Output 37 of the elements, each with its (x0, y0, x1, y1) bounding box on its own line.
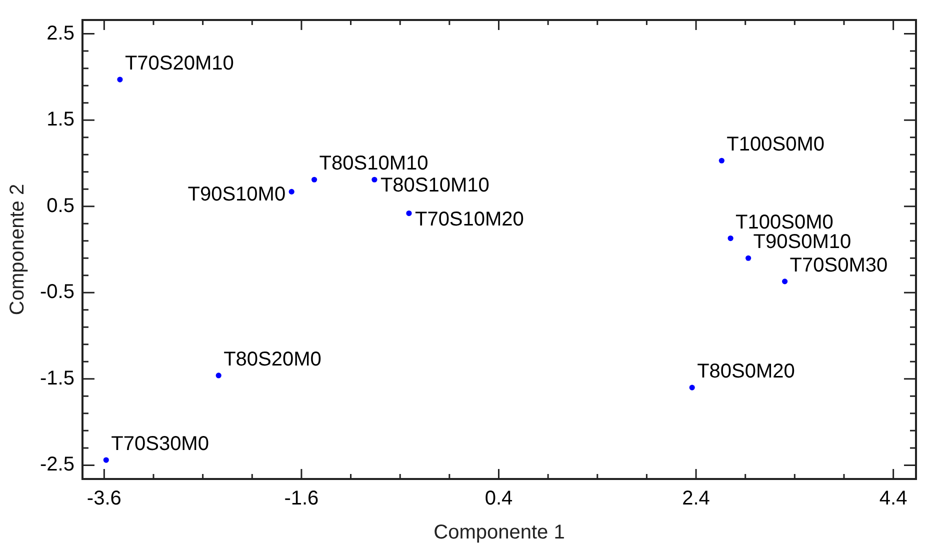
point (406, 210, 412, 216)
annotation: T80S20M0 (224, 348, 322, 370)
point (782, 278, 788, 284)
point (718, 158, 724, 164)
annotation: T90S10M0 (188, 184, 286, 206)
x-axis-title: Componente 1 (434, 522, 565, 544)
annotation: T70S30M0 (111, 433, 209, 456)
annotation: T80S0M20 (697, 360, 795, 383)
point (288, 188, 294, 194)
y-axis-title: Componente 2 (6, 184, 29, 316)
y-tick-label: -1.5 (40, 367, 74, 390)
point (216, 372, 222, 378)
point (103, 457, 109, 463)
annotation: T70S10M20 (414, 208, 524, 230)
y-tick-label: -0.5 (40, 281, 74, 304)
x-tick-label: 0.4 (484, 488, 513, 510)
x-tick-label: -3.6 (86, 488, 122, 510)
x-tick-label: -1.6 (284, 488, 319, 510)
annotation: T100S0M0 (736, 211, 834, 234)
annotation: T100S0M0 (726, 134, 825, 156)
annotation: T80S10M10 (319, 152, 428, 175)
point (311, 176, 318, 182)
x-tick-label: 2.4 (682, 488, 710, 510)
annotation: T80S10M10 (380, 174, 490, 197)
annotation: T70S0M30 (790, 254, 888, 276)
y-tick-label: 2.5 (46, 22, 74, 44)
point (689, 384, 695, 390)
point (746, 255, 752, 261)
y-tick-label: 0.5 (46, 194, 74, 217)
x-tick-label: 4.4 (879, 488, 908, 510)
y-tick-label: 1.5 (46, 108, 74, 131)
annotation: T90S0M10 (753, 231, 852, 254)
point (117, 76, 123, 82)
y-tick-label: -2.5 (40, 454, 74, 476)
point (372, 176, 378, 182)
point (728, 235, 734, 242)
annotation: T70S20M10 (124, 52, 234, 75)
